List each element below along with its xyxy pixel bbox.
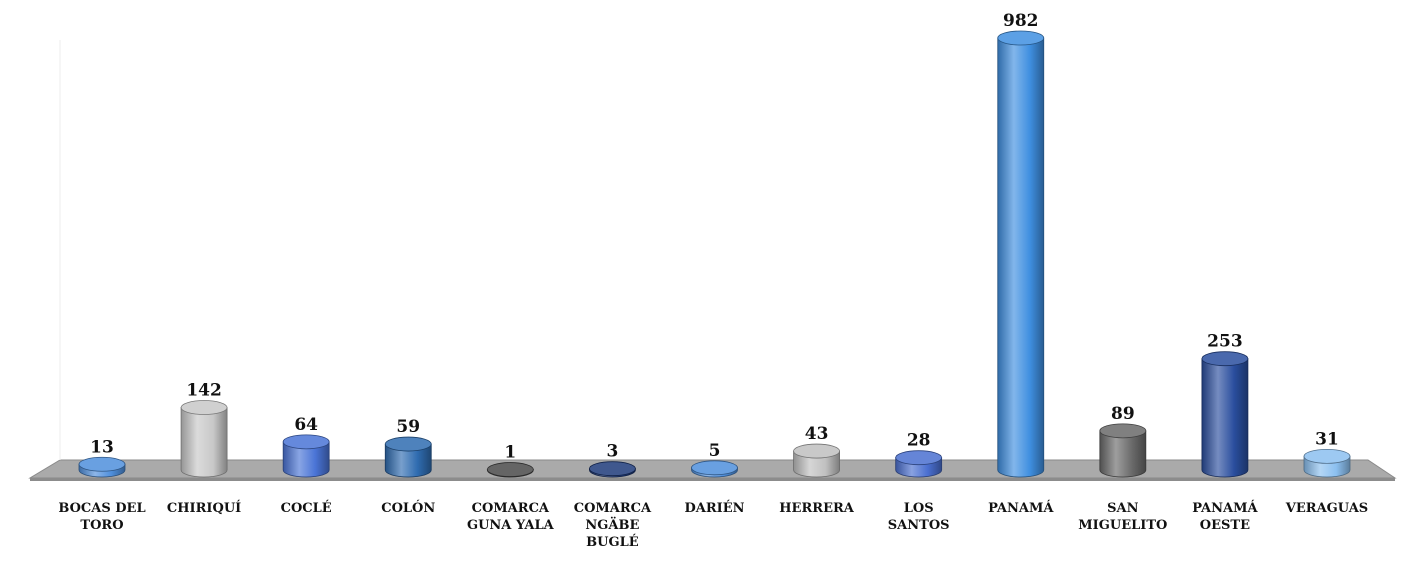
- category-label: DARIÉN: [684, 500, 744, 516]
- bar-top-cap: [895, 450, 943, 466]
- bar-11: [1201, 351, 1249, 478]
- value-label: 1: [504, 443, 516, 463]
- bar-body: [180, 407, 228, 478]
- category-label: COMARCA NGÄBE BUGLÉ: [574, 501, 652, 550]
- bar-9: [997, 30, 1045, 478]
- category-label: BOCAS DEL TORO: [58, 501, 145, 533]
- bar-top-cap: [1303, 448, 1351, 464]
- bar-2: [282, 434, 330, 478]
- bar-top-cap: [282, 434, 330, 450]
- category-label: COMARCA GUNA YALA: [467, 501, 555, 533]
- chart-bars-layer: [78, 30, 1351, 478]
- value-label: 5: [709, 441, 721, 461]
- value-label: 253: [1207, 332, 1243, 352]
- value-label: 3: [606, 442, 618, 462]
- bar-body: [282, 441, 330, 478]
- bar-1: [180, 400, 228, 478]
- value-label: 13: [90, 437, 114, 457]
- bar-top-cap: [589, 461, 636, 477]
- category-label: LOS SANTOS: [888, 501, 950, 533]
- bar-body: [997, 37, 1045, 478]
- value-label: 31: [1315, 429, 1339, 449]
- bar-top-cap: [180, 400, 228, 415]
- bar-top-cap: [78, 456, 126, 472]
- value-label: 982: [1003, 11, 1039, 31]
- bar-top-cap: [793, 443, 840, 459]
- category-label: PANAMÁ OESTE: [1192, 500, 1258, 533]
- category-labels-layer: BOCAS DEL TORO CHIRIQUÍ COCLÉ COLÓN COMARCA GU…: [58, 499, 1368, 550]
- category-label: VERAGUAS: [1285, 501, 1368, 516]
- category-label: HERRERA: [779, 501, 855, 516]
- bar-12: [1303, 448, 1351, 478]
- bar-top-cap: [486, 462, 534, 477]
- bar-0: [78, 456, 126, 478]
- bar-5: [589, 461, 636, 478]
- bar-3: [384, 436, 432, 478]
- category-label: CHIRIQUÍ: [167, 500, 241, 516]
- category-label: SAN MIGUELITO: [1078, 501, 1167, 533]
- category-label: COLÓN: [381, 499, 435, 516]
- category-label: PANAMÁ: [988, 500, 1054, 516]
- bar-top-cap: [384, 436, 432, 452]
- value-label: 89: [1111, 404, 1135, 424]
- category-label: COCLÉ: [281, 500, 332, 516]
- value-label: 64: [294, 415, 318, 435]
- bar-body: [1099, 430, 1147, 478]
- bar-body: [1201, 358, 1249, 478]
- value-label: 28: [907, 431, 931, 451]
- bar-7: [793, 443, 840, 478]
- bar-top-cap: [997, 30, 1045, 46]
- chart-floor-edge: [30, 478, 1395, 481]
- bar-top-cap: [691, 460, 738, 476]
- bar-body: [384, 443, 432, 478]
- value-label: 142: [186, 381, 222, 401]
- bar-top-cap: [1099, 423, 1147, 439]
- bar-8: [895, 450, 943, 478]
- chart-floor-layer: [28, 40, 1397, 481]
- bar-top-cap: [1201, 351, 1249, 367]
- bar-10: [1099, 423, 1147, 478]
- value-label: 43: [805, 424, 829, 444]
- bar-6: [691, 460, 738, 478]
- value-label: 59: [396, 417, 420, 437]
- bar-4: [486, 462, 534, 478]
